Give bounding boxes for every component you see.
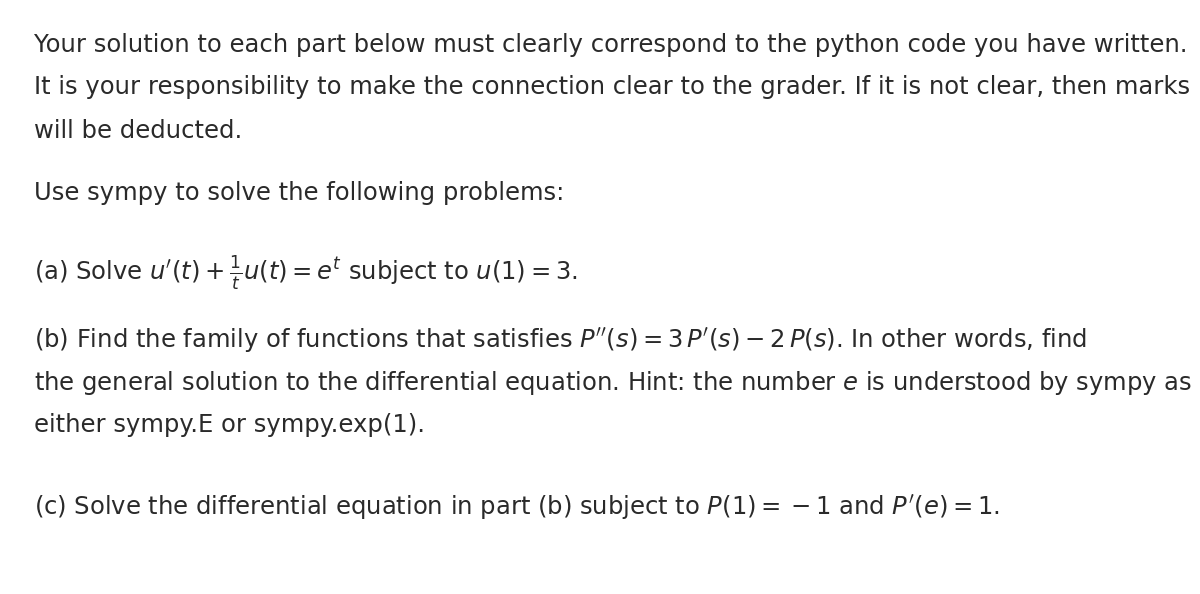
Text: the general solution to the differential equation. Hint: the number $e$ is under: the general solution to the differential…	[34, 369, 1192, 397]
Text: (c) Solve the differential equation in part (b) subject to $P(1) = -1$ and $P'(e: (c) Solve the differential equation in p…	[34, 493, 1000, 522]
Text: It is your responsibility to make the connection clear to the grader. If it is n: It is your responsibility to make the co…	[34, 75, 1189, 99]
Text: (b) Find the family of functions that satisfies $P''(s) = 3\,P'(s) - 2\,P(s)$. I: (b) Find the family of functions that sa…	[34, 326, 1087, 355]
Text: (a) Solve $\mathit{u}'(\mathit{t}) + \frac{1}{\mathit{t}}\mathit{u}(\mathit{t}) : (a) Solve $\mathit{u}'(\mathit{t}) + \fr…	[34, 254, 577, 292]
Text: Use sympy to solve the following problems:: Use sympy to solve the following problem…	[34, 181, 564, 205]
Text: will be deducted.: will be deducted.	[34, 119, 242, 143]
Text: Your solution to each part below must clearly correspond to the python code you : Your solution to each part below must cl…	[34, 33, 1187, 56]
Text: either sympy.E or sympy.exp(1).: either sympy.E or sympy.exp(1).	[34, 413, 425, 437]
